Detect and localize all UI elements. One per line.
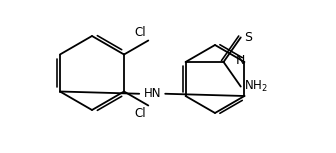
Text: Cl: Cl [135, 26, 146, 39]
Text: HN: HN [143, 87, 161, 100]
Text: NH$_2$: NH$_2$ [244, 79, 267, 94]
Text: S: S [244, 31, 252, 44]
Text: N: N [236, 54, 245, 67]
Text: Cl: Cl [135, 106, 146, 119]
